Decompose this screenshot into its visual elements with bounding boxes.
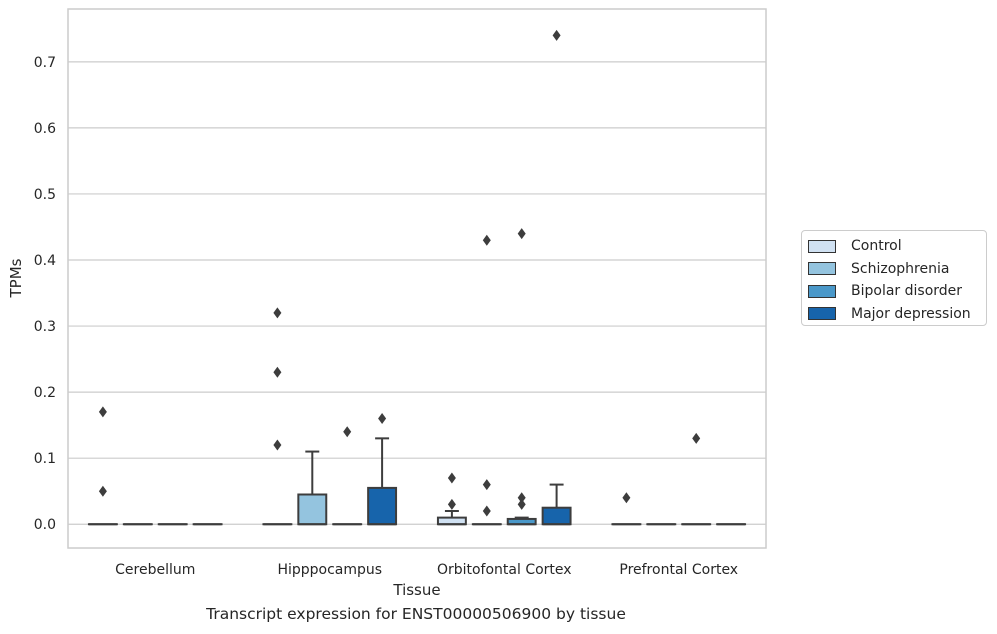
- outlier-point: [98, 485, 107, 497]
- box-control: [87, 406, 118, 526]
- x-tick-label: Cerebellum: [115, 562, 195, 578]
- outlier-point: [517, 228, 526, 240]
- x-tick-label: Orbitofontal Cortex: [437, 562, 572, 578]
- box-major-depression: [367, 413, 398, 526]
- y-axis-label: TPMs: [7, 258, 25, 298]
- outlier-point: [482, 479, 491, 491]
- box-schizophrenia: [297, 450, 328, 526]
- chart-caption: Transcript expression for ENST0000050690…: [206, 605, 626, 623]
- box-bipolar-disorder: [506, 228, 537, 526]
- y-tick-label: 0.0: [34, 517, 56, 533]
- outlier-point: [692, 432, 701, 444]
- legend-swatch: [808, 284, 836, 298]
- box-major-depression: [541, 29, 572, 526]
- y-tick-label: 0.1: [34, 451, 56, 467]
- outlier-point: [343, 426, 352, 438]
- y-tick-label: 0.2: [34, 385, 56, 401]
- x-axis-label: Tissue: [392, 581, 440, 599]
- box-control: [436, 472, 467, 526]
- outlier-point: [482, 505, 491, 517]
- legend-label: Major depression: [851, 305, 971, 322]
- y-tick-label: 0.4: [34, 253, 56, 269]
- box: [541, 506, 572, 526]
- box-bipolar-disorder: [681, 432, 712, 526]
- outlier-point: [447, 498, 456, 510]
- box: [367, 486, 398, 526]
- legend-swatch: [808, 307, 836, 321]
- x-tick-label: Prefrontal Cortex: [619, 562, 738, 578]
- grid-lines: [68, 61, 766, 525]
- box-bipolar-disorder: [332, 426, 363, 526]
- legend: Control Schizophrenia Bipolar disorder Majo…: [801, 230, 987, 326]
- outlier-point: [378, 413, 387, 425]
- outlier-point: [98, 406, 107, 418]
- outlier-point: [482, 234, 491, 246]
- box-schizophrenia: [471, 234, 502, 526]
- plot-frame: [67, 8, 767, 549]
- legend-swatch: [808, 239, 836, 253]
- outlier-point: [552, 29, 561, 41]
- outlier-point: [517, 492, 526, 504]
- x-axis-ticks: Cerebellum Hipppocampus Orbitofontal Corte…: [115, 562, 738, 578]
- legend-label: Control: [851, 238, 902, 255]
- box-plot-marks: [87, 29, 747, 526]
- legend-swatch: [808, 262, 836, 276]
- y-tick-label: 0.5: [34, 187, 56, 203]
- box: [297, 493, 328, 526]
- box-control: [262, 307, 293, 526]
- legend-label: Bipolar disorder: [851, 283, 963, 300]
- y-tick-label: 0.7: [34, 55, 56, 71]
- outlier-point: [273, 366, 282, 378]
- y-axis-ticks: 0.0 0.1 0.2 0.3 0.4 0.5 0.6 0.7: [34, 55, 56, 533]
- legend-item: Bipolar disorder: [808, 280, 986, 303]
- outlier-point: [273, 307, 282, 319]
- y-tick-label: 0.3: [34, 319, 56, 335]
- legend-item: Schizophrenia: [808, 258, 986, 281]
- y-tick-label: 0.6: [34, 121, 56, 137]
- legend-item: Major depression: [808, 303, 986, 326]
- legend-item: Control: [808, 235, 986, 258]
- outlier-point: [622, 492, 631, 504]
- legend-label: Schizophrenia: [851, 260, 950, 277]
- x-tick-label: Hipppocampus: [277, 562, 382, 578]
- outlier-point: [517, 498, 526, 510]
- box-control: [611, 492, 642, 526]
- outlier-point: [273, 439, 282, 451]
- outlier-point: [447, 472, 456, 484]
